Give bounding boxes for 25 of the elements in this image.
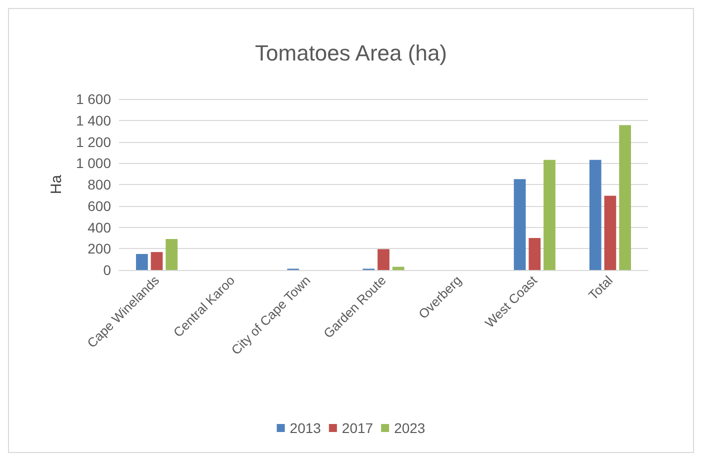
y-tick-label: 1 000 <box>76 155 112 172</box>
y-axis-title: Ha <box>48 174 65 194</box>
legend-label: 2017 <box>342 420 374 436</box>
bar <box>392 266 404 270</box>
bar <box>150 252 163 270</box>
bar <box>589 160 602 270</box>
chart-title: Tomatoes Area (ha) <box>255 40 447 66</box>
bar <box>619 125 631 270</box>
y-tick-label: 400 <box>88 219 112 236</box>
y-tick-label: 1 600 <box>76 91 112 107</box>
bar <box>136 254 148 270</box>
y-tick-label: 1 400 <box>76 112 112 128</box>
legend-label: 2013 <box>290 420 322 436</box>
y-tick-label: 1 200 <box>76 134 112 150</box>
bar <box>544 160 556 270</box>
y-tick-label: 200 <box>88 240 112 257</box>
legend-label: 2023 <box>394 420 426 436</box>
bar <box>514 179 526 270</box>
bar <box>528 238 541 270</box>
y-tick-label: 0 <box>103 262 112 278</box>
bar <box>378 249 390 270</box>
y-tick-label: 800 <box>88 176 112 192</box>
bar <box>604 196 616 270</box>
y-tick-label: 600 <box>88 198 112 214</box>
bar <box>166 239 178 270</box>
